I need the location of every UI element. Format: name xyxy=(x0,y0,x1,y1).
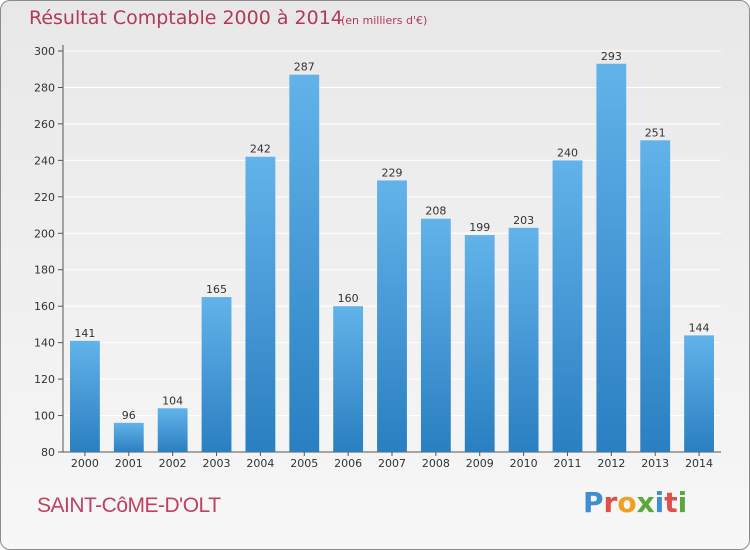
logo-letter: P xyxy=(583,486,604,519)
y-tick-label: 240 xyxy=(34,154,55,167)
value-label-2000: 141 xyxy=(74,327,95,340)
bar-2013 xyxy=(640,140,671,452)
bar-2010 xyxy=(508,227,539,452)
y-tick-label: 300 xyxy=(34,45,55,58)
x-tick-label-2003: 2003 xyxy=(203,457,231,470)
value-label-2005: 287 xyxy=(294,61,315,74)
value-label-2004: 242 xyxy=(250,143,271,156)
value-label-2001: 96 xyxy=(122,409,136,422)
location-name: SAINT-CôME-D'OLT xyxy=(37,494,221,517)
bar-2002 xyxy=(157,408,188,452)
x-tick-label-2011: 2011 xyxy=(553,457,581,470)
x-tick-label-2010: 2010 xyxy=(510,457,538,470)
x-tick-label-2000: 2000 xyxy=(71,457,99,470)
bar-2000 xyxy=(70,340,100,452)
value-label-2007: 229 xyxy=(382,166,403,179)
bar-2004 xyxy=(245,156,276,452)
y-tick-label: 160 xyxy=(34,300,55,313)
value-label-2002: 104 xyxy=(162,394,183,407)
value-label-2008: 208 xyxy=(425,205,446,218)
y-tick-label: 200 xyxy=(34,227,55,240)
x-tick-label-2004: 2004 xyxy=(246,457,274,470)
x-tick-label-2008: 2008 xyxy=(422,457,450,470)
logo-letter: t xyxy=(664,486,678,519)
bar-2012 xyxy=(596,63,627,452)
bar-2007 xyxy=(377,180,407,452)
x-tick-label-2014: 2014 xyxy=(685,457,713,470)
logo-letter: i xyxy=(654,486,665,519)
x-tick-label-2002: 2002 xyxy=(159,457,187,470)
bar-2009 xyxy=(464,235,495,452)
value-label-2014: 144 xyxy=(689,321,710,334)
y-tick-label: 260 xyxy=(34,118,55,131)
y-tick-label: 140 xyxy=(34,337,55,350)
logo-letter: o xyxy=(617,486,637,519)
bar-2011 xyxy=(552,160,583,452)
bar-2001 xyxy=(113,422,144,452)
x-tick-label-2001: 2001 xyxy=(115,457,143,470)
value-label-2009: 199 xyxy=(469,221,490,234)
x-tick-label-2006: 2006 xyxy=(334,457,362,470)
y-tick-label: 220 xyxy=(34,191,55,204)
y-tick-label: 280 xyxy=(34,81,55,94)
y-tick-label: 100 xyxy=(34,410,55,423)
y-tick-label: 120 xyxy=(34,373,55,386)
chart-subtitle: (en milliers d'€) xyxy=(341,14,428,27)
x-tick-label-2005: 2005 xyxy=(290,457,318,470)
logo-letter: i xyxy=(677,486,688,519)
bar-2006 xyxy=(333,306,364,452)
proxiti-logo: Proxiti xyxy=(583,486,687,519)
x-tick-label-2009: 2009 xyxy=(466,457,494,470)
logo-letter: r xyxy=(603,486,618,519)
bar-2008 xyxy=(420,218,451,452)
value-label-2011: 240 xyxy=(557,146,578,159)
x-tick-label-2007: 2007 xyxy=(378,457,406,470)
bar-2005 xyxy=(289,74,320,452)
y-tick-label: 180 xyxy=(34,264,55,277)
value-label-2013: 251 xyxy=(645,126,666,139)
value-label-2010: 203 xyxy=(513,214,534,227)
x-tick-label-2012: 2012 xyxy=(597,457,625,470)
bar-2014 xyxy=(684,335,714,452)
logo-letter: x xyxy=(636,486,655,519)
y-tick-label: 80 xyxy=(41,446,55,459)
bar-2003 xyxy=(201,297,232,452)
x-tick-label-2013: 2013 xyxy=(641,457,669,470)
value-label-2003: 165 xyxy=(206,283,227,296)
value-label-2012: 293 xyxy=(601,50,622,63)
value-label-2006: 160 xyxy=(338,292,359,305)
chart-title: Résultat Comptable 2000 à 2014 xyxy=(29,7,343,29)
